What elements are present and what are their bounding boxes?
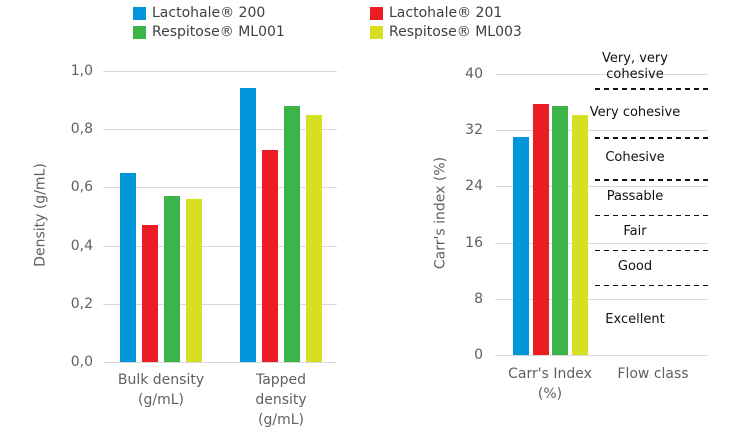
gridline (103, 245, 337, 247)
gridline (495, 186, 708, 188)
bar-lactohale-201-group1 (532, 103, 549, 355)
density-plot-area (103, 71, 337, 362)
bar-respitose-ml003-group1 (571, 114, 588, 355)
flow-class-label-very-cohesive: Very cohesive (589, 104, 681, 120)
y-tick-label: 0,4 (70, 237, 93, 254)
y-tick-label: 0,8 (70, 121, 93, 138)
bar-respitose-ml001-group1 (552, 105, 568, 355)
gridline (495, 130, 708, 132)
legend-label: Lactohale® 200 (152, 5, 266, 21)
legend-swatch-icon (370, 6, 383, 20)
flow-class-label-cohesive: Cohesive (605, 150, 665, 166)
gridline (495, 242, 708, 244)
flow-class-boundary-line (595, 284, 708, 287)
flow-class-label-fair: Fair (623, 224, 647, 240)
gridline (103, 362, 337, 363)
y-tick-label: 0 (474, 347, 483, 363)
gridline (103, 129, 337, 131)
y-tick-label: 1,0 (70, 63, 93, 79)
flow-class-label-passable: Passable (606, 188, 664, 204)
x-category-label-flow-class: Flow class (617, 366, 689, 382)
legend-swatch-icon (133, 25, 146, 39)
bar-respitose-ml003-group2 (306, 114, 322, 362)
bar-lactohale-200-group1 (120, 172, 136, 362)
y-tick-label: 0,6 (70, 179, 93, 196)
flow-class-boundary-line (595, 179, 708, 181)
gridline (103, 187, 337, 189)
carrs-index-chart: Carr's index (%) 0 8 16 24 32 40 Carr's Index … (420, 50, 751, 442)
legend-item-respitose-ml001: Respitose® ML001 (133, 24, 370, 40)
flow-class-boundary-line (595, 137, 708, 139)
x-category-label-bulk-density: Bulk density (g/mL) (117, 372, 205, 408)
flow-class-boundary-line (595, 88, 708, 90)
x-category-label-carr-s-index: Carr's Index (%) (508, 366, 592, 402)
bar-respitose-ml001-group1 (164, 196, 180, 362)
legend-item-lactohale-201: Lactohale® 201 (370, 5, 522, 21)
y-tick-label: 8 (474, 290, 483, 307)
y-tick-label: 40 (465, 66, 483, 82)
bar-lactohale-201-group2 (262, 149, 278, 362)
flow-class-boundary-line (595, 214, 708, 216)
density-y-axis-title: Density (g/mL) (32, 163, 49, 267)
y-tick-label: 0,0 (70, 354, 93, 370)
gridline (495, 355, 708, 356)
legend-swatch-icon (133, 6, 146, 20)
y-tick-label: 24 (465, 178, 483, 195)
legend-label: Lactohale® 201 (389, 5, 503, 21)
carrs-index-y-axis-title: Carr's index (%) (432, 156, 449, 270)
flow-class-boundary-line (595, 249, 708, 252)
density-chart: Density (g/mL) 0,0 0,2 0,4 0,6 0,8 1,0 Bulk de… (0, 50, 380, 442)
bar-respitose-ml003-group1 (186, 199, 202, 362)
x-category-label-tapped: Tapped density (g/mL) (255, 372, 307, 428)
chart-legend: Lactohale® 200 Lactohale® 201 Respitose® M… (133, 5, 522, 40)
flow-class-label-excellent: Excellent (605, 311, 665, 327)
gridline (495, 74, 708, 75)
y-tick-label: 16 (465, 234, 483, 251)
legend-item-lactohale-200: Lactohale® 200 (133, 5, 370, 21)
y-tick-label: 0,2 (70, 295, 93, 312)
gridline (495, 298, 708, 300)
bar-lactohale-201-group1 (142, 225, 158, 362)
flow-class-label-good: Good (617, 259, 653, 275)
bar-lactohale-200-group2 (240, 88, 256, 362)
legend-swatch-icon (370, 25, 383, 39)
gridline (103, 303, 337, 305)
legend-label: Respitose® ML001 (152, 24, 285, 40)
legend-item-respitose-ml003: Respitose® ML003 (370, 24, 522, 40)
flow-class-label-very-very: Very, very cohesive (602, 50, 668, 82)
y-tick-label: 32 (465, 122, 483, 139)
bar-lactohale-200-group1 (513, 137, 529, 355)
bar-respitose-ml001-group2 (284, 105, 300, 362)
legend-label: Respitose® ML003 (389, 24, 522, 40)
gridline (103, 71, 337, 72)
